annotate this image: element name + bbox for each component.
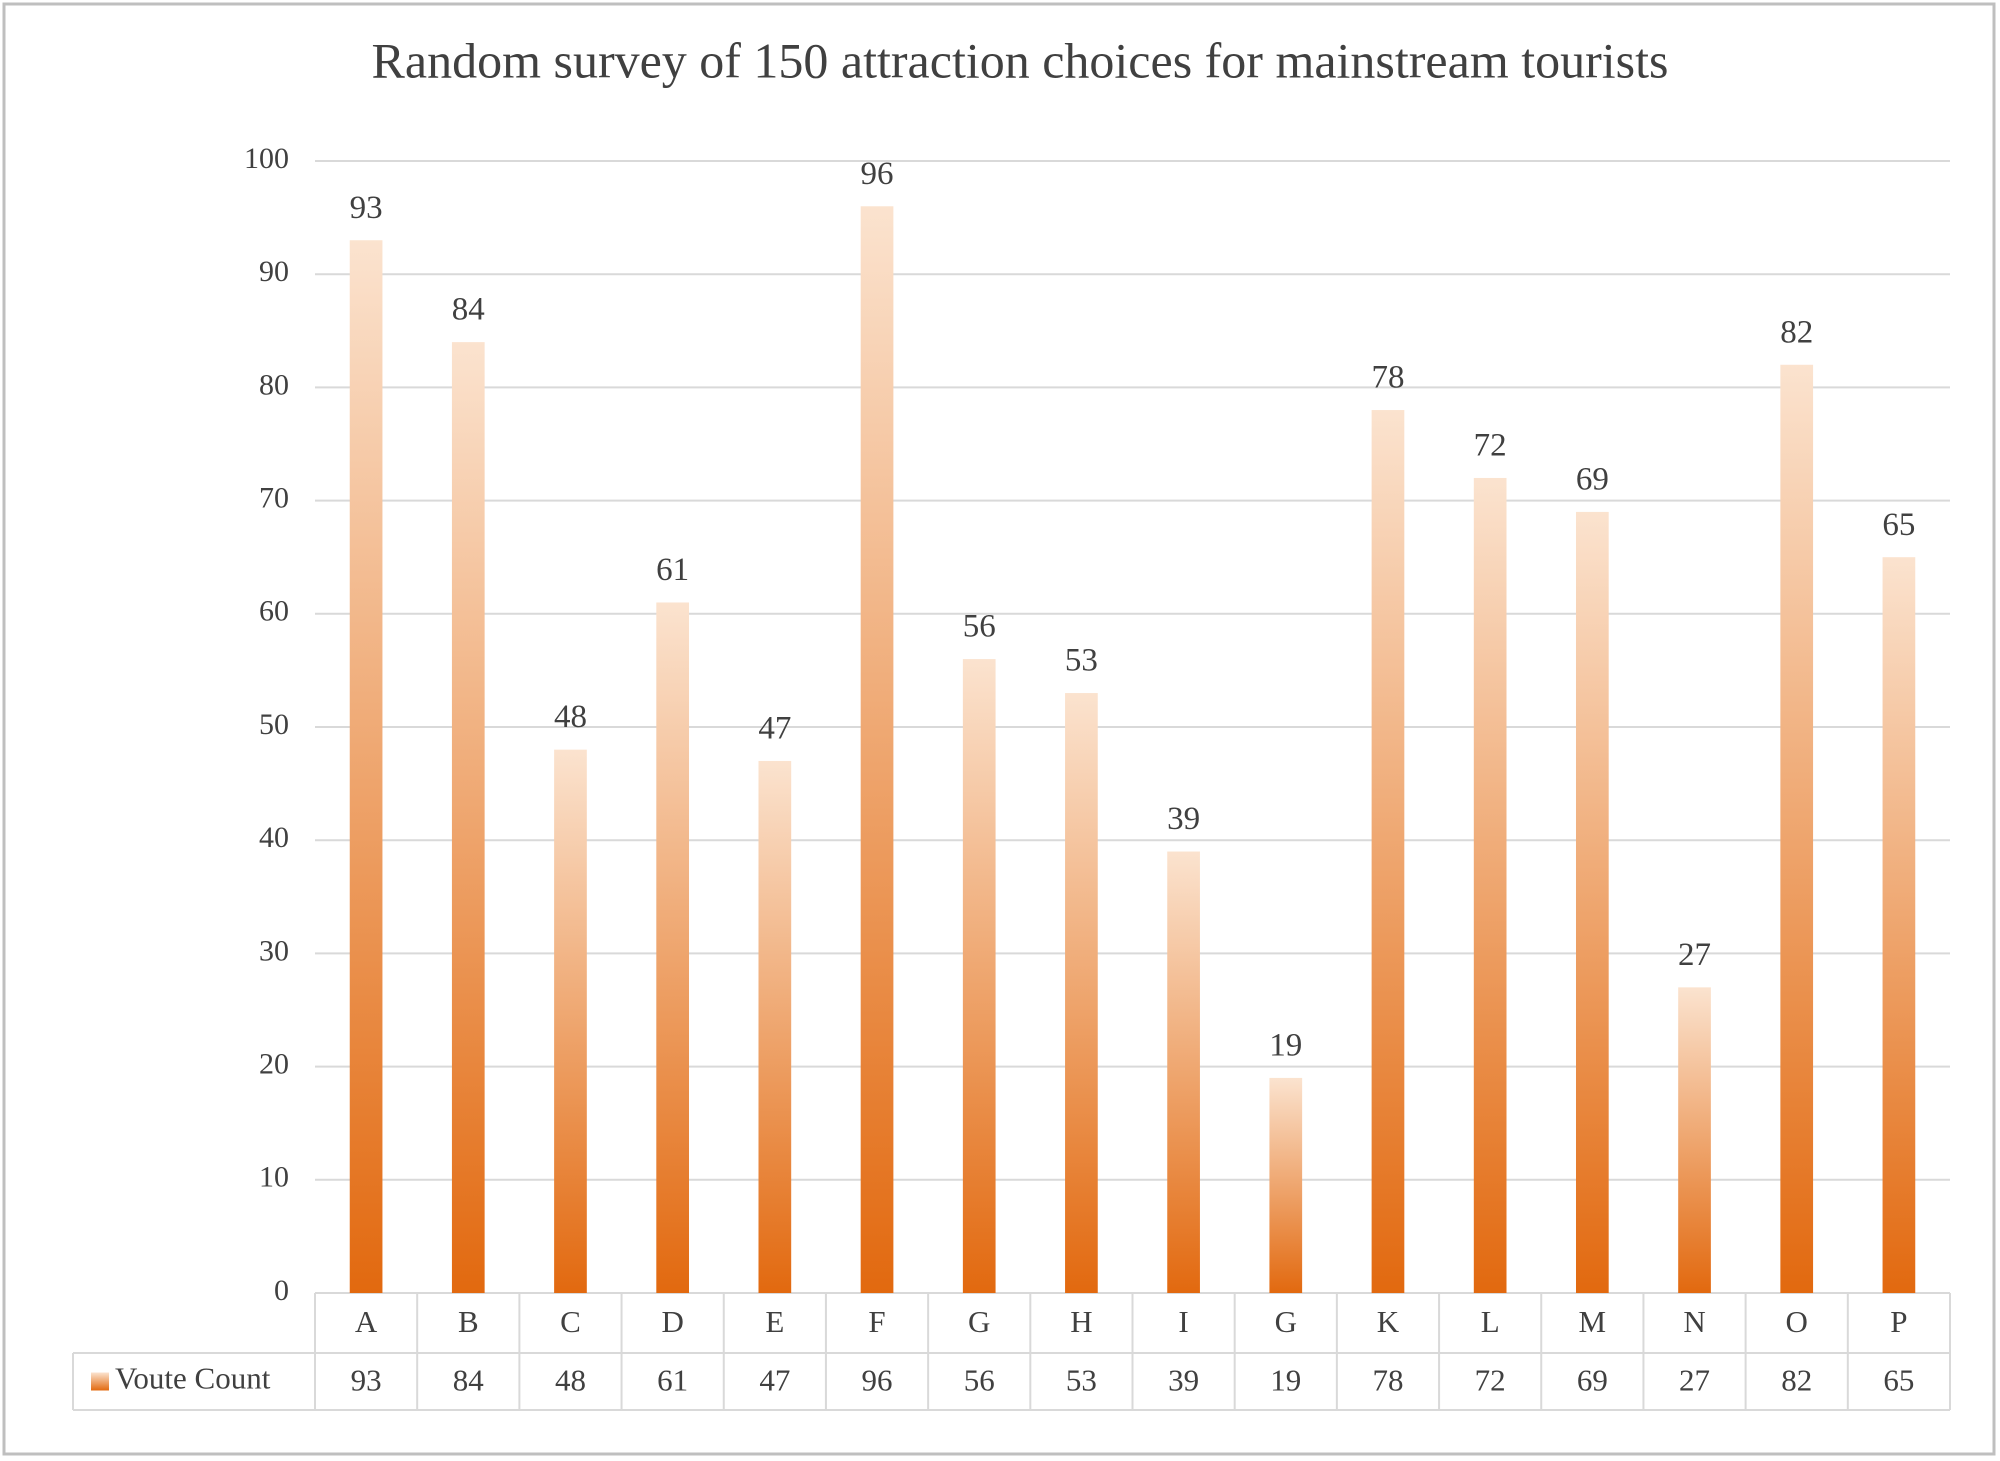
x-tick-label: D [661, 1304, 683, 1339]
x-tick-label: C [560, 1304, 581, 1339]
bar [758, 760, 792, 1293]
x-tick-label: B [458, 1304, 479, 1339]
data-label: 96 [861, 156, 894, 192]
legend-label: Voute Count [115, 1361, 271, 1396]
bar [451, 342, 485, 1293]
table-value: 61 [657, 1363, 688, 1398]
y-tick-label: 0 [274, 1274, 289, 1307]
bar [1371, 410, 1405, 1293]
data-label: 56 [963, 609, 996, 645]
table-value: 93 [351, 1363, 382, 1398]
table-value: 19 [1270, 1363, 1301, 1398]
x-tick-label: N [1683, 1304, 1705, 1339]
y-tick-label: 100 [244, 142, 289, 175]
table-value: 56 [964, 1363, 995, 1398]
bar [1882, 557, 1916, 1293]
bar [1575, 511, 1609, 1293]
y-tick-label: 70 [259, 481, 289, 514]
y-tick-label: 80 [259, 368, 289, 401]
data-label: 84 [452, 292, 485, 328]
table-value: 48 [555, 1363, 586, 1398]
bar [1780, 364, 1814, 1293]
data-label: 72 [1474, 428, 1507, 464]
x-tick-label: G [968, 1304, 990, 1339]
table-value: 78 [1372, 1363, 1403, 1398]
data-label: 82 [1780, 314, 1813, 350]
y-tick-label: 30 [259, 934, 289, 967]
table-value: 72 [1475, 1363, 1506, 1398]
data-label: 65 [1882, 507, 1915, 543]
bar [1269, 1077, 1303, 1293]
x-tick-label: G [1275, 1304, 1297, 1339]
x-tick-label: P [1890, 1304, 1907, 1339]
x-tick-label: K [1377, 1304, 1400, 1339]
y-tick-label: 10 [259, 1161, 289, 1194]
table-value: 27 [1679, 1363, 1710, 1398]
bar [656, 602, 690, 1293]
table-value: 69 [1577, 1363, 1608, 1398]
x-tick-label: E [765, 1304, 784, 1339]
data-label: 39 [1167, 801, 1200, 837]
data-label: 93 [350, 190, 383, 226]
bar [554, 749, 587, 1293]
bar [860, 206, 894, 1293]
legend-key [91, 1372, 109, 1391]
x-tick-label: M [1579, 1304, 1607, 1339]
table-value: 96 [862, 1363, 893, 1398]
x-tick-label: O [1786, 1304, 1808, 1339]
x-tick-label: I [1178, 1304, 1188, 1339]
y-tick-label: 40 [259, 821, 289, 854]
y-tick-label: 60 [259, 595, 289, 628]
y-tick-label: 50 [259, 708, 289, 741]
x-tick-label: F [868, 1304, 885, 1339]
data-label: 47 [758, 711, 791, 747]
table-value: 47 [759, 1363, 790, 1398]
table-value: 65 [1883, 1363, 1914, 1398]
data-label: 61 [656, 552, 689, 588]
data-label: 19 [1269, 1027, 1302, 1063]
y-tick-label: 20 [259, 1047, 289, 1080]
x-tick-label: A [355, 1304, 378, 1339]
bar [1678, 987, 1711, 1293]
table-value: 53 [1066, 1363, 1097, 1398]
table-value: 84 [453, 1363, 485, 1398]
data-label: 27 [1678, 937, 1711, 973]
table-value: 82 [1781, 1363, 1812, 1398]
bar [1065, 693, 1098, 1293]
x-tick-label: L [1481, 1304, 1500, 1339]
chart-title: Random survey of 150 attraction choices … [372, 32, 1669, 88]
data-label: 78 [1371, 360, 1404, 396]
bar [1473, 477, 1507, 1294]
bar [1167, 851, 1200, 1293]
bar [349, 240, 383, 1294]
data-label: 48 [554, 699, 587, 735]
x-tick-label: H [1070, 1304, 1092, 1339]
data-label: 69 [1576, 461, 1609, 497]
table-value: 39 [1168, 1363, 1199, 1398]
bar [962, 659, 996, 1293]
data-label: 53 [1065, 643, 1098, 679]
y-tick-label: 90 [259, 255, 289, 288]
